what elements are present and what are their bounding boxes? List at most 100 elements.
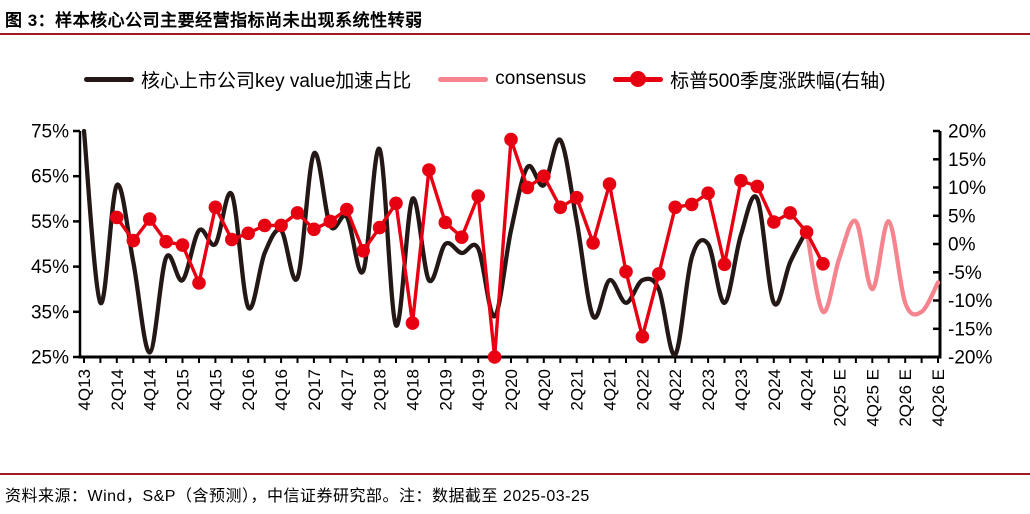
series-marker-sp500-quarterly-change (159, 234, 173, 249)
x-axis-tick-label: 4Q20 (535, 369, 554, 411)
series-marker-sp500-quarterly-change (126, 233, 141, 248)
x-axis-tick-label: 2Q14 (108, 369, 127, 411)
series-marker-sp500-quarterly-change (783, 206, 797, 220)
pink-line-swatch (438, 76, 489, 82)
series-marker-sp500-quarterly-change (734, 173, 748, 188)
series-marker-sp500-quarterly-change (668, 200, 682, 215)
black-line-swatch (84, 76, 134, 82)
x-axis-tick-label: 2Q26 E (896, 369, 915, 427)
x-axis-tick-label: 4Q17 (338, 369, 357, 411)
x-axis-tick-label: 2Q19 (436, 369, 455, 411)
series-marker-sp500-quarterly-change (225, 232, 239, 247)
series-marker-sp500-quarterly-change (602, 177, 617, 191)
legend-item-sp500: 标普500季度涨跌幅(右轴) (613, 66, 885, 93)
left-axis-tick-label: 65% (31, 167, 69, 188)
source-note: 资料来源：Wind，S&P（含预测），中信证券研究部。注：数据截至 2025-0… (5, 488, 590, 505)
legend-label-sp500: 标普500季度涨跌幅(右轴) (670, 70, 886, 92)
series-marker-sp500-quarterly-change (619, 264, 633, 279)
x-axis-tick-label: 4Q21 (601, 369, 620, 411)
series-marker-sp500-quarterly-change (454, 230, 469, 244)
series-marker-sp500-quarterly-change (799, 225, 814, 239)
series-marker-sp500-quarterly-change (635, 329, 650, 344)
x-axis-tick-label: 2Q18 (371, 369, 390, 411)
series-marker-sp500-quarterly-change (652, 267, 666, 281)
x-axis-tick-label: 2Q23 (699, 369, 718, 411)
right-axis-tick-label: -15% (948, 319, 992, 340)
series-marker-sp500-quarterly-change (767, 215, 781, 229)
left-axis-tick-label: 35% (31, 302, 69, 323)
series-marker-sp500-quarterly-change (389, 196, 403, 211)
left-axis-tick-label: 25% (31, 348, 69, 369)
x-axis-tick-label: 2Q25 E (831, 369, 850, 427)
series-marker-sp500-quarterly-change (717, 257, 732, 272)
smooth-series-group (81, 128, 940, 357)
left-axis-tick-label: 45% (31, 257, 69, 278)
title-divider-rule (0, 33, 1030, 35)
right-axis-tick-label: -10% (948, 291, 992, 312)
series-marker-sp500-quarterly-change (405, 316, 420, 330)
x-axis-tick-label: 4Q25 E (863, 369, 882, 427)
footer-divider-rule (0, 473, 1030, 475)
series-marker-sp500-quarterly-change (487, 350, 502, 364)
series-marker-sp500-quarterly-change (520, 180, 535, 195)
series-marker-sp500-quarterly-change (274, 218, 288, 233)
series-marker-sp500-quarterly-change (701, 186, 715, 200)
series-marker-sp500-quarterly-change (750, 179, 765, 194)
series-line-key-value-ratio (81, 128, 809, 357)
series-marker-sp500-quarterly-change (257, 218, 272, 233)
x-axis-tick-label: 4Q24 (798, 369, 817, 411)
series-marker-sp500-quarterly-change (307, 222, 321, 237)
x-axis-tick-label: 2Q20 (502, 369, 521, 411)
x-axis-tick-label: 2Q16 (239, 369, 258, 411)
x-axis-tick-label: 4Q23 (732, 369, 751, 411)
x-axis-tick-label: 2Q15 (174, 369, 193, 411)
series-marker-sp500-quarterly-change (142, 212, 157, 226)
series-line-consensus (804, 218, 940, 317)
series-marker-sp500-quarterly-change (340, 202, 354, 217)
legend-label-consensus: consensus (495, 68, 587, 89)
series-marker-sp500-quarterly-change (504, 132, 518, 147)
right-axis-tick-label: 20% (948, 122, 986, 143)
x-axis-tick-label: 4Q26 E (929, 369, 948, 427)
series-marker-sp500-quarterly-change (110, 210, 124, 225)
series-marker-sp500-quarterly-change (192, 276, 206, 290)
legend-item-key-value: 核心上市公司key value加速占比 (84, 66, 411, 93)
series-marker-sp500-quarterly-change (372, 220, 387, 235)
series-marker-sp500-quarterly-change (816, 257, 830, 271)
x-axis-tick-label: 4Q15 (206, 369, 225, 411)
x-axis-tick-label: 2Q17 (305, 369, 324, 411)
series-marker-sp500-quarterly-change (241, 226, 255, 241)
red-marker-dot-icon (630, 71, 647, 87)
series-marker-sp500-quarterly-change (537, 169, 551, 183)
series-marker-sp500-quarterly-change (356, 244, 371, 258)
figure-title: 图 3：样本核心公司主要经营指标尚未出现系统性转弱 (5, 11, 423, 30)
series-marker-sp500-quarterly-change (208, 200, 223, 215)
x-axis-tick-label: 4Q16 (272, 369, 291, 411)
right-axis-tick-label: 10% (948, 178, 986, 199)
x-axis-tick-label: 2Q24 (765, 369, 784, 411)
x-axis-tick-label: 4Q18 (404, 369, 423, 411)
x-axis-tick-label: 4Q13 (75, 369, 94, 411)
left-axis-tick-label: 55% (31, 212, 69, 233)
left-axis-tick-label: 75% (31, 122, 69, 143)
series-marker-sp500-quarterly-change (586, 236, 600, 250)
series-marker-sp500-quarterly-change (684, 197, 699, 212)
x-axis-tick-label: 4Q22 (666, 369, 685, 411)
series-marker-sp500-quarterly-change (471, 189, 486, 203)
series-marker-sp500-quarterly-change (553, 200, 568, 215)
right-axis-tick-label: -5% (948, 263, 982, 284)
x-axis-tick-label: 4Q19 (469, 369, 488, 411)
chart-legend: 核心上市公司key value加速占比 consensus 标普500季度涨跌幅… (84, 62, 885, 96)
right-axis-tick-label: 5% (948, 206, 976, 227)
legend-label-key-value: 核心上市公司key value加速占比 (141, 70, 412, 92)
series-marker-sp500-quarterly-change (569, 190, 584, 205)
legend-item-consensus: consensus (438, 68, 586, 90)
x-axis-tick-label: 2Q21 (568, 369, 587, 411)
x-axis-tick-label: 4Q14 (141, 369, 160, 411)
series-marker-sp500-quarterly-change (422, 163, 436, 177)
red-line-dot-swatch (613, 71, 664, 87)
series-marker-sp500-quarterly-change (290, 206, 305, 220)
x-axis-tick-label: 2Q22 (633, 369, 652, 411)
